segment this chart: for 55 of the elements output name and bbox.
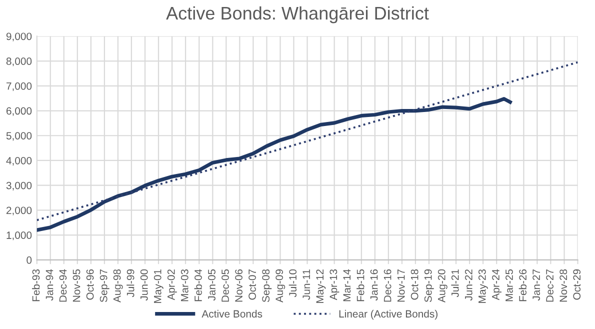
x-tick-label: Jul-99 [126,269,134,298]
x-tick-label: Dec-05 [222,269,229,302]
legend-label: Active Bonds [202,310,262,318]
x-tick-label: Aug-20 [438,269,448,303]
x-tick-label: Jul-21 [451,269,459,298]
line-series [36,97,512,232]
y-tick-label: 6,000 [6,107,32,116]
x-tick-label: Feb-04 [194,269,202,302]
y-tick-label: 2,000 [6,206,32,216]
x-tick-label: Nov-17 [398,269,405,302]
y-tick-label: 0 [26,256,32,264]
x-tick-label: Jan-27 [532,269,540,301]
x-tick-label: Sep-19 [424,269,434,302]
y-tick-label: 7,000 [6,82,32,92]
y-tick-label: 9,000 [6,32,32,42]
y-tick-label: 3,000 [6,182,32,190]
x-tick-label: Sep-97 [100,269,110,302]
x-tick-label: Oct-07 [248,269,256,300]
x-tick-label: Sep-08 [262,269,272,302]
x-tick-label: May-01 [154,269,164,303]
y-tick-label: 5,000 [6,132,32,141]
y-tick-label: 4,000 [6,156,32,166]
x-tick-label: Oct-29 [573,269,581,300]
x-tick-label: Apr-02 [167,269,177,300]
x-tick-label: May-23 [478,269,488,303]
x-tick-label: Feb-93 [32,269,40,302]
x-tick-label: Jan-16 [370,269,378,301]
x-tick-label: Mar-25 [506,269,513,302]
y-tick-label: 8,000 [6,58,32,66]
x-tick-label: Dec-27 [546,269,554,302]
x-tick-label: May-12 [316,269,326,303]
x-tick-label: Mar-03 [180,269,188,302]
x-tick-label: Nov-28 [560,269,568,302]
x-tick-label: Oct-18 [410,269,418,300]
x-tick-label: Aug-98 [113,269,123,303]
chart-title: Active Bonds: Whangārei District [166,6,429,24]
x-tick-label: Mar-14 [343,269,351,302]
x-tick-label: Feb-15 [356,269,364,302]
x-tick-label: Jun-22 [464,269,472,301]
y-tick-label: 1,000 [6,232,32,240]
x-tick-label: Apr-24 [492,269,502,300]
x-tick-label: Jan-94 [46,269,54,301]
x-tick-label: Jun-11 [302,269,310,300]
x-tick-label: Feb-26 [518,269,526,302]
x-tick-label: Dec-16 [384,269,392,302]
x-tick-label: Jan-05 [208,269,216,301]
x-tick-label: Nov-06 [235,269,242,302]
x-tick-label: Apr-13 [330,269,340,300]
legend-label: Linear (Active Bonds) [339,310,438,320]
x-tick-label: Jun-00 [140,269,148,301]
x-tick-label: Dec-94 [59,269,67,302]
x-tick-label: Oct-96 [86,269,94,300]
x-tick-label: Jul-10 [288,269,297,298]
x-tick-label: Aug-09 [276,269,286,303]
x-tick-label: Nov-95 [72,269,80,302]
